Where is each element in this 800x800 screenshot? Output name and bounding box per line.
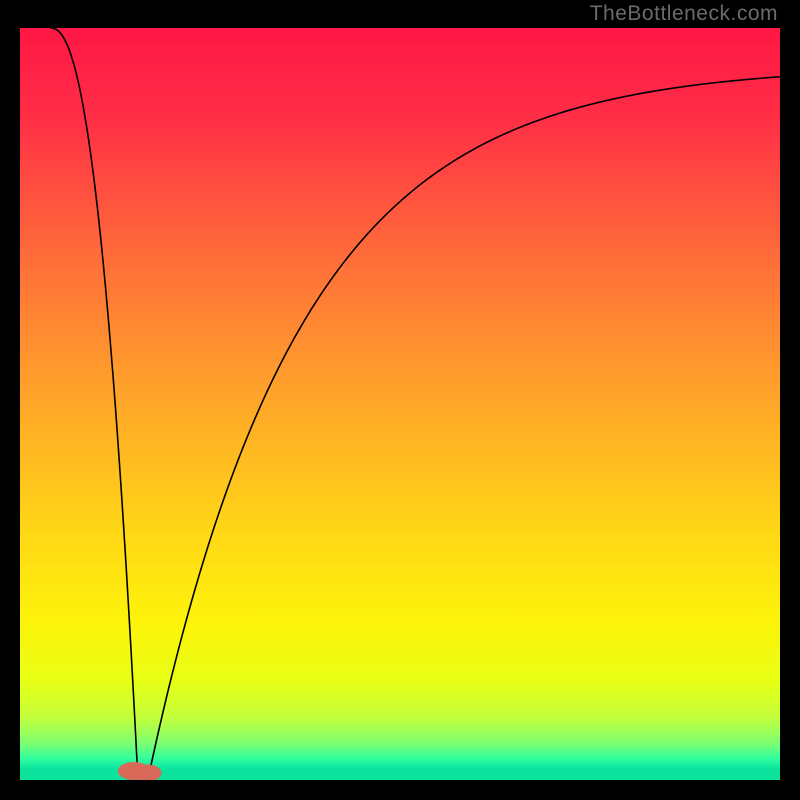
chart-root: TheBottleneck.com [0, 0, 800, 800]
bottleneck-curve [50, 28, 780, 777]
plot-area [20, 28, 780, 780]
curve-layer [20, 28, 780, 780]
watermark-text: TheBottleneck.com [590, 2, 778, 26]
